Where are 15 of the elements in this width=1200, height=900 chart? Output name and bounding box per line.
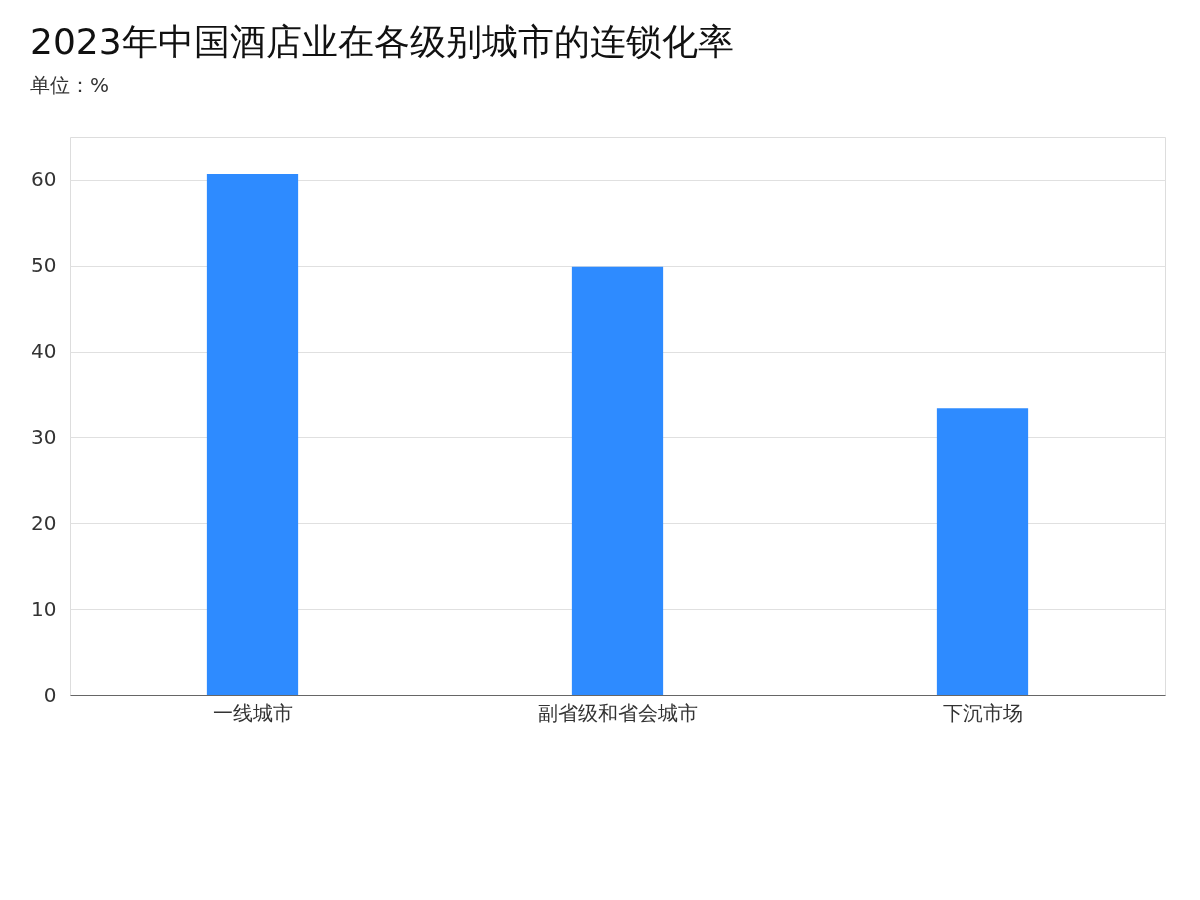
y-tick-label: 30 [31,424,57,449]
x-tick-label: 下沉市场 [942,700,1023,725]
y-tick-label: 50 [31,253,57,278]
chart-subtitle: 单位：% [30,73,110,97]
y-tick-label: 60 [31,167,57,192]
y-tick-label: 20 [31,510,57,535]
y-tick-label: 10 [31,596,57,621]
chart-title: 2023年中国酒店业在各级别城市的连锁化率 [30,21,734,62]
x-tick-label: 一线城市 [212,700,293,725]
bar [206,173,299,695]
x-tick-label: 副省级和省会城市 [537,700,698,725]
y-tick-label: 0 [43,682,57,707]
bar [571,266,664,695]
y-tick-label: 40 [31,339,57,364]
bar [936,408,1029,695]
